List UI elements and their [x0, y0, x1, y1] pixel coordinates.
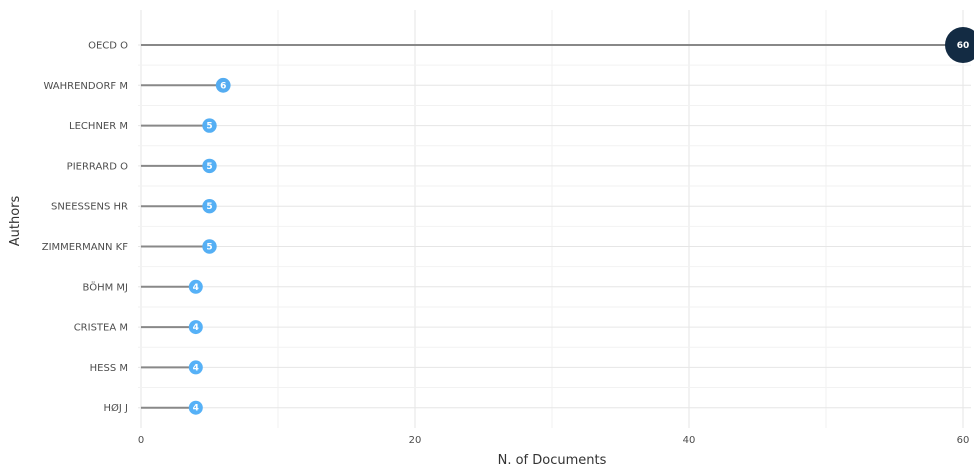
y-category-label: SNEESSENS HR [51, 202, 128, 213]
y-category-label: WAHRENDORF M [43, 81, 128, 92]
lollipop-point [202, 118, 217, 133]
y-category-label: HESS M [90, 363, 128, 374]
data-value-label: 5 [206, 202, 212, 212]
lollipop-point [188, 360, 203, 375]
data-value-label: 4 [193, 323, 199, 333]
x-axis-title: N. of Documents [498, 453, 607, 466]
data-value-label: 5 [206, 243, 212, 253]
y-category-label: OECD O [88, 41, 128, 52]
data-value-label: 4 [193, 404, 199, 414]
y-category-label: CRISTEA M [74, 323, 128, 334]
data-value-label: 6 [220, 81, 226, 91]
lollipop-point [188, 279, 203, 294]
label-layer: 0 20 40 60 60 OECD O 6 WAHRENDORF M 5 LECHNER M 5 P… [42, 41, 970, 447]
lollipop-point [202, 199, 217, 214]
lollipop-point [202, 239, 217, 254]
y-category-label: ZIMMERMANN KF [42, 242, 128, 253]
lollipop-point [215, 77, 231, 93]
lollipop-point [188, 400, 203, 415]
lollipop-point [188, 320, 203, 335]
data-value-label: 5 [206, 162, 212, 172]
x-tick-label: 40 [683, 435, 696, 446]
point-layer [188, 27, 974, 415]
data-value-label: 60 [957, 41, 970, 51]
grid-layer [138, 10, 971, 428]
y-category-label: LECHNER M [69, 121, 128, 132]
stem-layer [141, 44, 963, 409]
y-category-label: BÖHM MJ [83, 280, 128, 293]
x-tick-label: 20 [409, 435, 422, 446]
lollipop-point [945, 27, 974, 63]
x-tick-label: 60 [957, 435, 970, 446]
y-category-label: PIERRARD O [67, 161, 128, 172]
y-category-label: HØJ J [104, 402, 128, 414]
data-value-label: 4 [193, 363, 199, 373]
y-axis-title: Authors [8, 196, 23, 247]
lollipop-point [202, 158, 217, 174]
data-value-label: 5 [206, 122, 212, 132]
x-tick-label: 0 [138, 435, 144, 446]
data-value-label: 4 [193, 283, 199, 293]
